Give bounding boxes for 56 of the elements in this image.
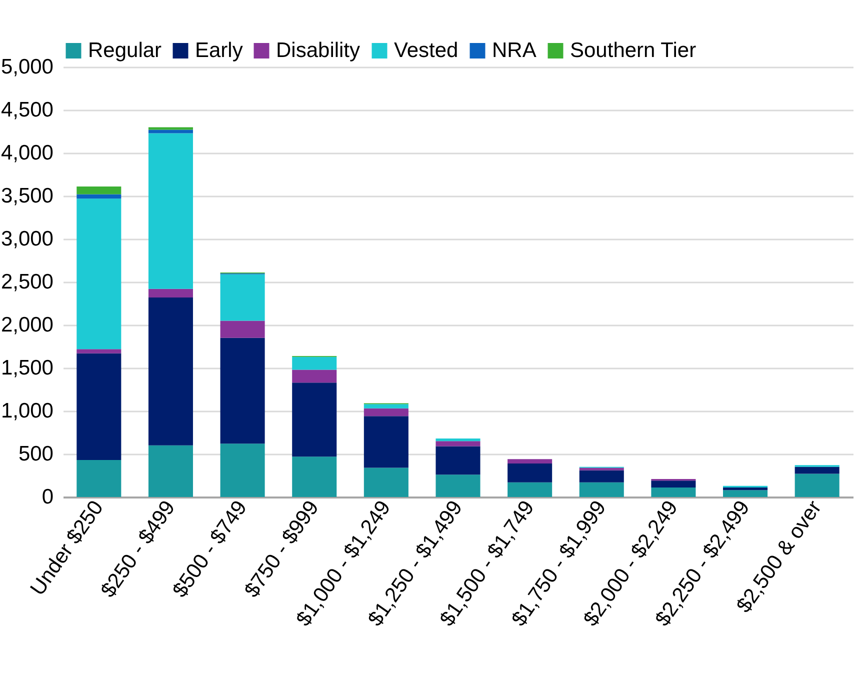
- bar: [579, 470, 624, 482]
- bar: [508, 482, 552, 497]
- bar: [220, 320, 265, 338]
- bar: [148, 133, 193, 289]
- legend-label: NRA: [492, 38, 536, 62]
- y-tick-label: 1,000: [0, 400, 54, 422]
- legend-label: Regular: [88, 38, 162, 62]
- bar: [292, 456, 337, 497]
- bar: [148, 297, 193, 446]
- legend-label: Disability: [276, 38, 361, 62]
- bar: [436, 438, 480, 442]
- bar: [579, 482, 624, 497]
- bar: [436, 441, 480, 446]
- bar: [148, 288, 193, 298]
- bar: [723, 490, 768, 497]
- bar: [794, 466, 840, 474]
- bar: [723, 488, 768, 490]
- bar: [148, 127, 193, 130]
- bar: [220, 274, 265, 321]
- bar: [76, 186, 122, 194]
- legend-label: Early: [195, 38, 244, 62]
- y-tick-label: 5,000: [0, 56, 54, 78]
- bar: [76, 194, 122, 199]
- bar: [651, 480, 696, 488]
- bar: [436, 474, 480, 497]
- y-tick-label: 3,500: [0, 184, 54, 208]
- y-tick-label: 4,000: [0, 142, 54, 164]
- bar: [76, 460, 122, 497]
- y-tick-label: 1,500: [0, 356, 54, 380]
- bar: [436, 446, 480, 475]
- bar: [508, 459, 552, 464]
- bar: [794, 474, 840, 497]
- bar: [76, 198, 122, 350]
- bar: [364, 408, 408, 416]
- bar: [76, 353, 122, 460]
- bar: [76, 349, 122, 354]
- bar: [220, 444, 265, 497]
- bar: [651, 488, 696, 497]
- legend-label: Vested: [394, 38, 458, 62]
- bar: [292, 382, 337, 457]
- bar: [508, 463, 552, 482]
- bar: [579, 468, 624, 470]
- bar: [364, 416, 408, 468]
- y-tick-label: 0: [42, 486, 54, 508]
- bar: [364, 404, 408, 408]
- bar: [292, 370, 337, 383]
- bar: [292, 356, 337, 370]
- y-tick-label: 2,000: [0, 314, 54, 336]
- legend-label: Southern Tier: [570, 38, 696, 62]
- bar: [364, 468, 408, 497]
- y-tick-label: 2,500: [0, 270, 54, 294]
- y-tick-label: 4,500: [0, 98, 54, 122]
- y-tick-label: 500: [18, 442, 54, 466]
- bar: [220, 338, 265, 444]
- y-tick-label: 3,000: [0, 228, 54, 250]
- bar: [148, 445, 193, 497]
